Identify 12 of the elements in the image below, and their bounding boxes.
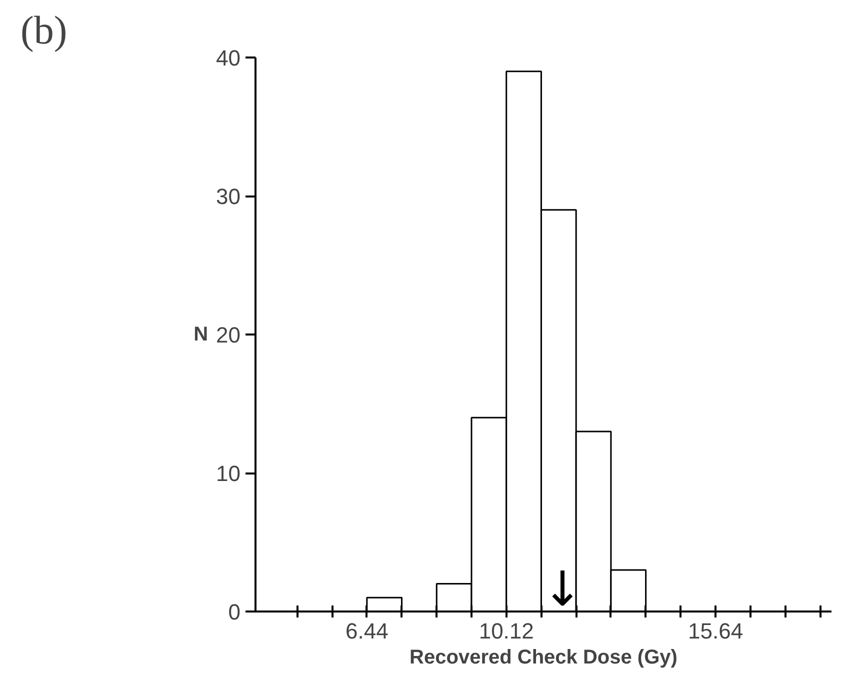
x-tick-label: 15.64: [688, 618, 744, 644]
y-tick-label: 40: [216, 46, 241, 70]
y-tick-label: 10: [216, 461, 241, 486]
x-tick-label: 10.12: [478, 618, 534, 644]
y-axis-title: N: [194, 324, 208, 346]
y-tick-label: 30: [216, 184, 241, 209]
x-tick-label: 6.44: [346, 618, 388, 644]
y-tick-label: 0: [228, 600, 241, 624]
chart-title: (b): [20, 8, 68, 52]
y-tick-label: 20: [216, 322, 241, 348]
x-axis-title: Recovered Check Dose (Gy): [410, 646, 678, 668]
annotation: ↓: [542, 562, 583, 618]
